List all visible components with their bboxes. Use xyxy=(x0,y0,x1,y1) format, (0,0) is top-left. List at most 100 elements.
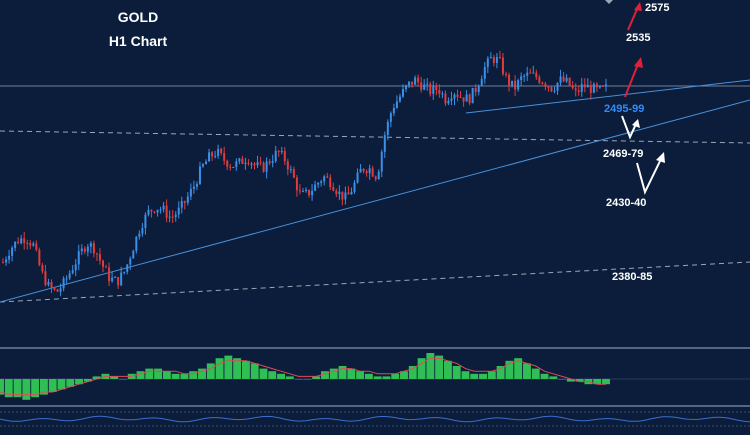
candle xyxy=(532,65,535,74)
candle xyxy=(156,209,159,217)
macd-histogram-bar xyxy=(215,358,224,379)
candle xyxy=(283,147,286,166)
candle xyxy=(471,87,474,104)
candle xyxy=(77,244,80,271)
candle xyxy=(108,262,111,286)
candle xyxy=(538,74,541,85)
macd-histogram-bar xyxy=(540,373,549,379)
candle xyxy=(71,265,74,275)
candle xyxy=(605,78,607,92)
candle xyxy=(329,174,332,191)
candle xyxy=(492,54,495,67)
candle xyxy=(535,69,538,80)
candle xyxy=(101,259,104,273)
candle xyxy=(547,86,550,92)
macd-histogram-bar xyxy=(66,379,75,387)
candle xyxy=(417,74,420,87)
candle xyxy=(365,169,368,177)
candles-group xyxy=(2,50,607,297)
macd-histogram-bar xyxy=(496,366,505,379)
candle xyxy=(98,248,101,265)
candle xyxy=(598,85,601,89)
candle xyxy=(565,74,568,83)
candle xyxy=(495,53,498,69)
macd-histogram-bar xyxy=(57,379,66,390)
candle xyxy=(514,75,517,97)
candle xyxy=(41,262,44,274)
macd-histogram-bar xyxy=(171,373,180,379)
candle xyxy=(501,52,504,77)
candle xyxy=(2,258,4,264)
candle xyxy=(35,240,38,252)
candle xyxy=(577,85,580,96)
candle xyxy=(247,159,250,166)
candle xyxy=(168,210,171,223)
candle xyxy=(59,283,62,297)
macd-panel xyxy=(0,353,610,400)
candle xyxy=(395,95,398,109)
candle xyxy=(520,72,523,86)
candle xyxy=(165,199,168,223)
macd-histogram-bar xyxy=(162,371,171,379)
macd-histogram-bar xyxy=(338,366,347,379)
macd-histogram-bar xyxy=(13,379,22,398)
macd-histogram-bar xyxy=(487,371,496,379)
candle xyxy=(135,236,138,254)
macd-histogram-bar xyxy=(566,379,575,382)
candle xyxy=(320,179,323,187)
candle xyxy=(68,270,71,281)
candle xyxy=(341,191,344,206)
candle xyxy=(189,183,192,200)
candle xyxy=(562,72,565,83)
candle xyxy=(259,156,262,166)
macd-histogram-bar xyxy=(347,368,356,379)
candle xyxy=(359,164,362,173)
macd-histogram-bar xyxy=(531,368,540,379)
upper-dashed-line xyxy=(0,130,750,144)
candle xyxy=(477,84,480,96)
macd-histogram-bar xyxy=(382,376,391,379)
candle xyxy=(335,188,338,198)
candle xyxy=(44,264,47,287)
candle xyxy=(353,180,356,194)
candle xyxy=(159,206,162,214)
candle xyxy=(595,82,598,92)
candle xyxy=(217,144,220,159)
timeframe-title: H1 Chart xyxy=(109,33,168,49)
candle xyxy=(53,286,56,292)
candle xyxy=(11,245,14,262)
level-label-2575: 2575 xyxy=(645,2,669,14)
candle xyxy=(374,175,377,182)
candle xyxy=(589,80,592,100)
candle xyxy=(389,111,392,128)
macd-histogram-bar xyxy=(417,358,426,379)
candle xyxy=(147,205,150,217)
candle xyxy=(123,271,126,275)
candle xyxy=(508,72,511,92)
candle xyxy=(186,192,189,206)
candle xyxy=(483,62,486,84)
candle xyxy=(292,166,295,179)
candle xyxy=(111,271,114,283)
candle xyxy=(132,249,135,259)
candle xyxy=(301,188,304,193)
macd-histogram-bar xyxy=(206,363,215,379)
candle xyxy=(356,168,359,184)
upper-uptrend-line xyxy=(465,79,750,114)
macd-histogram-bar xyxy=(602,379,610,385)
macd-histogram-bar xyxy=(180,373,189,379)
candle xyxy=(350,187,353,195)
candle xyxy=(411,81,414,88)
candle xyxy=(489,52,492,59)
candle xyxy=(480,75,483,87)
candle xyxy=(120,266,123,287)
candle xyxy=(286,158,289,176)
candle xyxy=(550,86,553,93)
candle xyxy=(380,149,383,178)
level-label-2469-79: 2469-79 xyxy=(603,148,643,160)
candle xyxy=(105,264,108,268)
candle xyxy=(201,163,204,168)
candle xyxy=(89,241,92,254)
macd-histogram-bar xyxy=(259,368,268,379)
